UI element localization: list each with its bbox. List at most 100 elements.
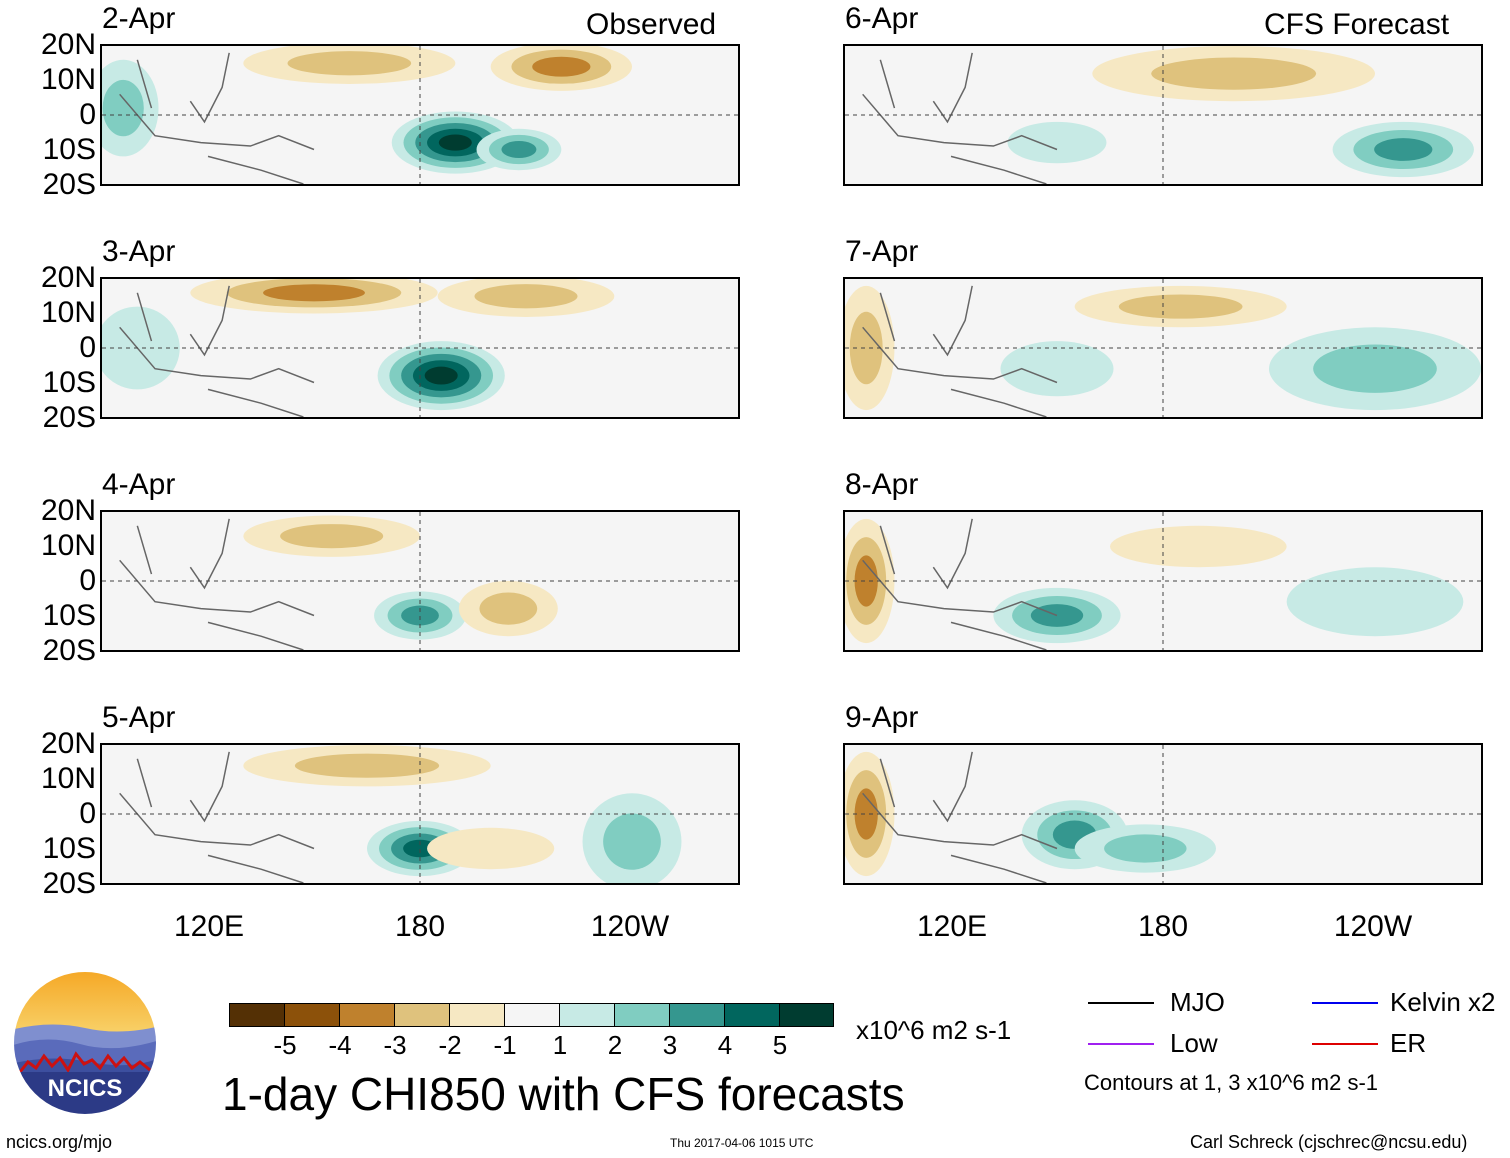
colorbar-cell [504, 1003, 560, 1027]
legend-line-mjo [1088, 1002, 1154, 1004]
colorbar-tick: 5 [772, 1030, 788, 1060]
lat-tick-label: 0 [79, 98, 96, 131]
anomaly-shading [102, 306, 180, 390]
lon-tick-label: 120E [173, 910, 245, 943]
colorbar-cell [614, 1003, 670, 1027]
lat-tick-label: 0 [79, 331, 96, 364]
panel-date: 3-Apr [102, 235, 176, 268]
colorbar-tick: -2 [438, 1030, 462, 1060]
anomaly-shading [854, 788, 878, 840]
panel-date: 9-Apr [845, 701, 919, 734]
legend-line-low [1088, 1043, 1154, 1045]
colorbar-cell [724, 1003, 780, 1027]
lat-tick-label: 20S [42, 634, 96, 667]
lat-tick-label: 20N [40, 28, 96, 61]
anomaly-shading [532, 56, 591, 77]
anomaly-shading [1374, 138, 1433, 161]
anomaly-shading [501, 140, 537, 159]
panel-date: 8-Apr [845, 468, 919, 501]
anomaly-shading [287, 51, 412, 76]
anomaly-shading [294, 753, 440, 778]
lat-tick-label: 0 [79, 564, 96, 597]
colorbar-cell [449, 1003, 505, 1027]
lat-tick-label: 20N [40, 494, 96, 527]
cfs-forecast-label: CFS Forecast [1264, 8, 1450, 41]
lat-tick-label: 20N [40, 727, 96, 760]
coastline [862, 52, 1058, 184]
colorbar-tick: -5 [273, 1030, 297, 1060]
footer-timestamp: Thu 2017-04-06 1015 UTC [670, 1136, 814, 1150]
coastline [119, 285, 315, 417]
anomaly-shading [1104, 834, 1187, 863]
anomaly-shading [280, 524, 384, 549]
legend-label-low: Low [1170, 1028, 1218, 1058]
panel-date: 2-Apr [102, 2, 176, 35]
lon-tick-label: 180 [394, 910, 446, 943]
lat-tick-label: 20S [42, 401, 96, 434]
anomaly-shading [849, 311, 883, 385]
colorbar-tick: -4 [328, 1030, 352, 1060]
anomaly-shading [1007, 121, 1107, 164]
map-panel [100, 743, 740, 885]
anomaly-shading [1286, 567, 1464, 637]
panel-date: 7-Apr [845, 235, 919, 268]
anomaly-shading [438, 134, 472, 151]
lat-tick-label: 10S [42, 366, 96, 399]
panel-date: 4-Apr [102, 468, 176, 501]
observed-label: Observed [586, 8, 717, 41]
lat-tick-label: 10N [40, 63, 96, 96]
anomaly-shading [424, 366, 458, 385]
legend-line-er [1312, 1043, 1378, 1045]
colorbar-cell [229, 1003, 285, 1027]
colorbar-cell [669, 1003, 725, 1027]
lat-tick-label: 20N [40, 261, 96, 294]
colorbar-tick: 1 [552, 1030, 568, 1060]
map-panel [843, 277, 1483, 419]
colorbar-units: x10^6 m2 s-1 [856, 1015, 1012, 1045]
anomaly-shading [427, 827, 555, 870]
anomaly-shading [1313, 344, 1437, 393]
coastline [862, 518, 1058, 650]
anomaly-shading [474, 284, 578, 309]
map-panel [100, 510, 740, 652]
anomaly-shading [401, 605, 439, 626]
colorbar-tick: 2 [607, 1030, 623, 1060]
anomaly-shading [1000, 341, 1114, 397]
colorbar-tick: 3 [662, 1030, 678, 1060]
colorbar-tick: 4 [717, 1030, 733, 1060]
anomaly-shading [102, 79, 144, 137]
map-panel [843, 44, 1483, 186]
lon-tick-label: 180 [1137, 910, 1189, 943]
anomaly-shading [263, 284, 365, 302]
map-panel [100, 44, 740, 186]
legend-label-mjo: MJO [1170, 987, 1225, 1017]
footer-site-link[interactable]: ncics.org/mjo [6, 1132, 113, 1152]
lon-tick-label: 120E [916, 910, 988, 943]
contour-note: Contours at 1, 3 x10^6 m2 s-1 [1084, 1070, 1379, 1095]
coastline [862, 751, 1058, 883]
colorbar-cell [339, 1003, 395, 1027]
map-panel [100, 277, 740, 419]
anomaly-shading [854, 555, 878, 607]
anomaly-shading [1151, 57, 1317, 90]
lon-tick-label: 120W [590, 910, 670, 943]
lat-tick-label: 20S [42, 867, 96, 900]
lon-tick-label: 120W [1333, 910, 1413, 943]
legend-line-kelvin [1312, 1002, 1378, 1004]
colorbar-cell [559, 1003, 615, 1027]
lat-tick-label: 10S [42, 832, 96, 865]
anomaly-shading [1118, 294, 1243, 319]
logo-text: NCICS [48, 1075, 123, 1102]
lat-tick-label: 10N [40, 296, 96, 329]
anomaly-shading [1110, 525, 1287, 568]
ncics-logo: NCICS [12, 970, 158, 1116]
coastline [119, 518, 315, 650]
anomaly-shading [403, 839, 437, 858]
lat-tick-label: 10N [40, 529, 96, 562]
colorbar-cell [284, 1003, 340, 1027]
panel-date: 6-Apr [845, 2, 919, 35]
coastline [119, 52, 315, 184]
lat-tick-label: 10S [42, 133, 96, 166]
anomaly-shading [479, 592, 538, 625]
coastline [862, 285, 1058, 417]
